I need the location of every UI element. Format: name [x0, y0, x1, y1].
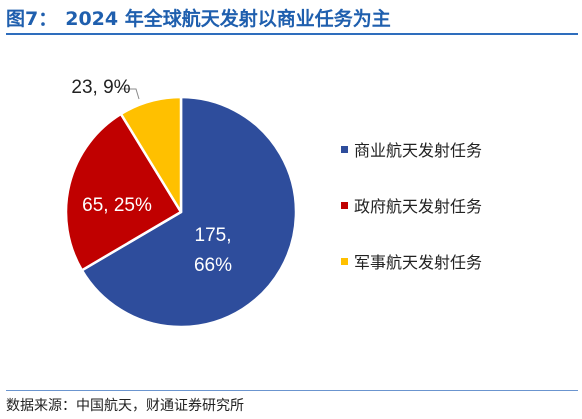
title-rule	[6, 33, 578, 35]
legend-label-government: 政府航天发射任务	[354, 197, 483, 216]
legend-item-military: 军事航天发射任务	[341, 248, 482, 274]
legend-item-commercial: 商业航天发射任务	[341, 136, 482, 162]
pie-slice-commercial	[80, 95, 298, 329]
source-note: 数据来源：中国航天，财通证券研究所	[6, 398, 244, 414]
figure-number: 图7：	[6, 8, 58, 30]
data-label-military: 23, 9%	[71, 77, 130, 98]
legend-item-government: 政府航天发射任务	[341, 192, 482, 218]
legend-swatch-military	[341, 257, 348, 265]
data-label-commercial-count: 175,	[195, 225, 232, 246]
title-text: 2024 年全球航天发射以商业任务为主	[65, 8, 391, 30]
footer-rule	[6, 390, 578, 391]
legend-label-commercial: 商业航天发射任务	[354, 141, 483, 160]
pie-slice-government	[64, 112, 183, 272]
legend-label-military: 军事航天发射任务	[354, 253, 483, 272]
pie-slices	[64, 95, 298, 329]
legend-swatch-government	[341, 201, 348, 209]
legend-swatch-commercial	[341, 145, 348, 153]
chart-title: 图7： 2024 年全球航天发射以商业任务为主	[6, 4, 391, 31]
leader-line	[120, 88, 140, 100]
data-label-commercial-percent: 66%	[194, 255, 232, 276]
pie-slice-military	[119, 95, 183, 214]
data-label-government: 65, 25%	[82, 195, 152, 216]
legend: 商业航天发射任务 政府航天发射任务 军事航天发射任务	[341, 136, 482, 304]
